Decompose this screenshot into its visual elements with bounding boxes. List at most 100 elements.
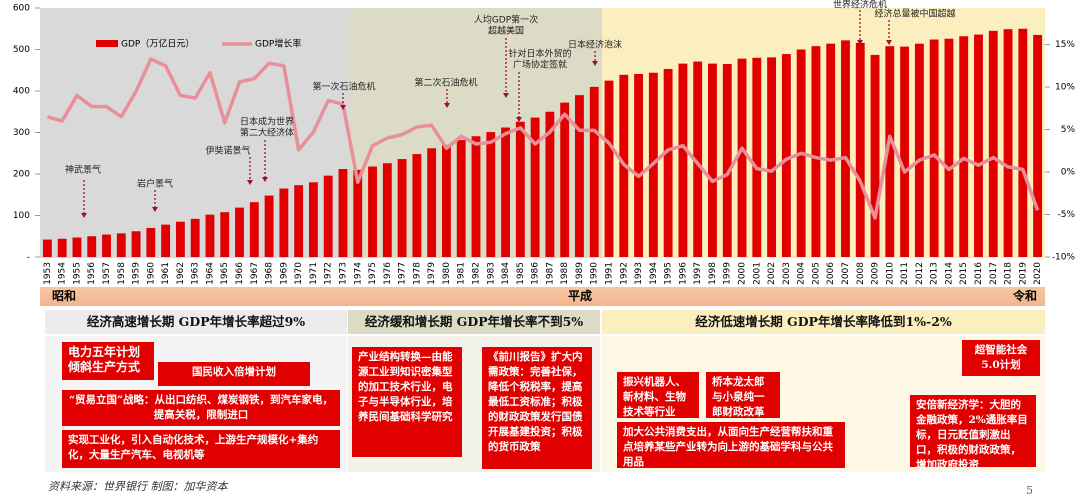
x-tick-label: 2009 — [871, 262, 881, 285]
x-tick-label: 1955 — [72, 262, 82, 285]
x-tick-label: 1994 — [649, 262, 659, 285]
bar — [1033, 34, 1043, 257]
x-tick-label: 1974 — [353, 262, 363, 285]
policy-box: 振兴机器人、新材料、生物技术等行业 — [617, 372, 699, 418]
y2-tick-label: -10% — [1052, 253, 1076, 263]
bar — [515, 121, 525, 258]
x-tick-label: 2017 — [989, 262, 999, 285]
policy-box: 产业结构转换—由能源工业到知识密集型的加工技术行业，电子与半导体行业，培养民间基… — [352, 347, 462, 457]
x-tick-label: 1961 — [161, 262, 171, 285]
bar — [752, 57, 762, 257]
policy-box: 桥本龙太郎与小泉纯一郎财政改革 — [706, 372, 780, 418]
x-tick-label: 2006 — [826, 262, 836, 285]
x-tick-label: 1990 — [590, 262, 600, 285]
bar — [781, 54, 791, 257]
x-tick-label: 1991 — [605, 262, 615, 285]
policy-box: 超智能社会5.0计划 — [962, 340, 1040, 376]
x-tick-label: 2001 — [752, 262, 762, 285]
bar — [382, 163, 392, 257]
line — [46, 57, 1040, 220]
x-tick-label: 1956 — [87, 262, 97, 285]
x-tick-label: 1953 — [43, 262, 53, 285]
policy-box: 安倍新经济学：大胆的金融政策，2%通胀率目标，日元贬值刺激出口，积极的财政政策，… — [910, 395, 1036, 467]
x-tick-label: 1982 — [471, 262, 481, 285]
annotation-arrowhead — [340, 105, 346, 110]
x-tick-label: 1978 — [412, 262, 422, 285]
y-tick-label: 200 — [13, 170, 30, 180]
bar — [42, 239, 52, 257]
x-tick-label: 2004 — [797, 262, 807, 285]
x-tick-label: 1957 — [102, 262, 112, 285]
x-tick-label: 1998 — [708, 262, 718, 285]
annotation-arrowhead — [444, 103, 450, 108]
bar — [161, 224, 171, 257]
annotation-arrowhead — [886, 40, 892, 45]
bar — [412, 154, 422, 257]
y-tick-label: - — [27, 253, 30, 263]
bar — [826, 43, 836, 257]
bar — [323, 175, 333, 257]
annotation-arrowhead — [247, 180, 253, 185]
x-tick-label: 2015 — [959, 262, 969, 285]
x-tick-label: 1983 — [486, 262, 496, 285]
bar — [634, 73, 643, 257]
x-tick-label: 1995 — [664, 262, 674, 285]
bar — [929, 39, 939, 257]
y-tick-label: 300 — [13, 128, 30, 138]
bar — [471, 136, 481, 257]
bar — [87, 236, 97, 257]
period-heading: 经济高速增长期 GDP年增长率超过9% — [45, 310, 347, 334]
x-tick-label: 1972 — [324, 262, 334, 285]
policy-box: “贸易立国”战略：从出口纺织、煤炭钢铁，到汽车家电，提高关税，限制进口 — [62, 390, 340, 426]
annotation: 针对日本外贸的 — [508, 48, 571, 60]
bar — [885, 46, 895, 258]
x-tick-label: 2003 — [782, 262, 792, 285]
annotation: 日本成为世界 — [240, 116, 294, 128]
x-tick-label: 1971 — [309, 262, 319, 285]
annotation: 经济总量被中国超越 — [874, 8, 955, 20]
x-tick-label: 2007 — [841, 262, 851, 285]
bar — [737, 58, 747, 257]
x-tick-label: 1976 — [383, 262, 393, 285]
bar — [368, 166, 377, 257]
policy-box: 电力五年计划 倾斜生产方式 — [62, 342, 154, 380]
annotation-arrowhead — [857, 40, 863, 45]
bar — [708, 63, 717, 257]
policy-box: 实现工业化，引入自动化技术，上游生产规模化+集约化，大量生产汽车、电视机等 — [62, 430, 340, 468]
bar — [575, 95, 584, 258]
bar — [693, 61, 703, 257]
bar — [811, 46, 821, 258]
y2-tick-label: 15% — [1055, 40, 1075, 50]
annotation: 伊奘诺景气 — [205, 145, 250, 157]
annotation: 广场协定签就 — [513, 59, 567, 71]
x-tick-label: 2011 — [900, 262, 910, 285]
bar — [678, 63, 688, 257]
policy-box: 国民收入倍增计划 — [158, 362, 310, 386]
bar — [545, 111, 555, 257]
y-tick-label: 100 — [13, 211, 30, 221]
bar — [308, 182, 318, 257]
chart: - 100 200 300 400 500 600 -10% -5% 0% 5% 10% 15% 1953… — [13, 0, 1076, 285]
bar — [767, 57, 777, 258]
x-tick-label: 1963 — [191, 262, 201, 285]
x-tick-label: 1992 — [619, 262, 629, 285]
bar — [841, 40, 850, 258]
legend-swatch — [96, 40, 118, 47]
bar — [427, 148, 437, 257]
x-tick-label: 1966 — [235, 262, 245, 285]
x-tick-label: 2019 — [1018, 262, 1028, 285]
x-tick-label: 2020 — [1033, 262, 1043, 285]
page-number: 5 — [1026, 484, 1033, 497]
x-tick-label: 2000 — [738, 262, 748, 285]
annotation-arrowhead — [516, 117, 522, 122]
x-tick-label: 2010 — [885, 262, 895, 285]
x-tick-label: 2005 — [811, 262, 821, 285]
annotation-arrowhead — [592, 61, 598, 66]
x-tick-label: 1996 — [678, 262, 688, 285]
annotation: 神武景气 — [65, 164, 101, 176]
legend-label: GDP（万亿日元） — [121, 38, 194, 50]
bar — [722, 64, 732, 258]
x-tick-label: 1999 — [723, 262, 733, 285]
era-label: 平成 — [568, 289, 593, 303]
